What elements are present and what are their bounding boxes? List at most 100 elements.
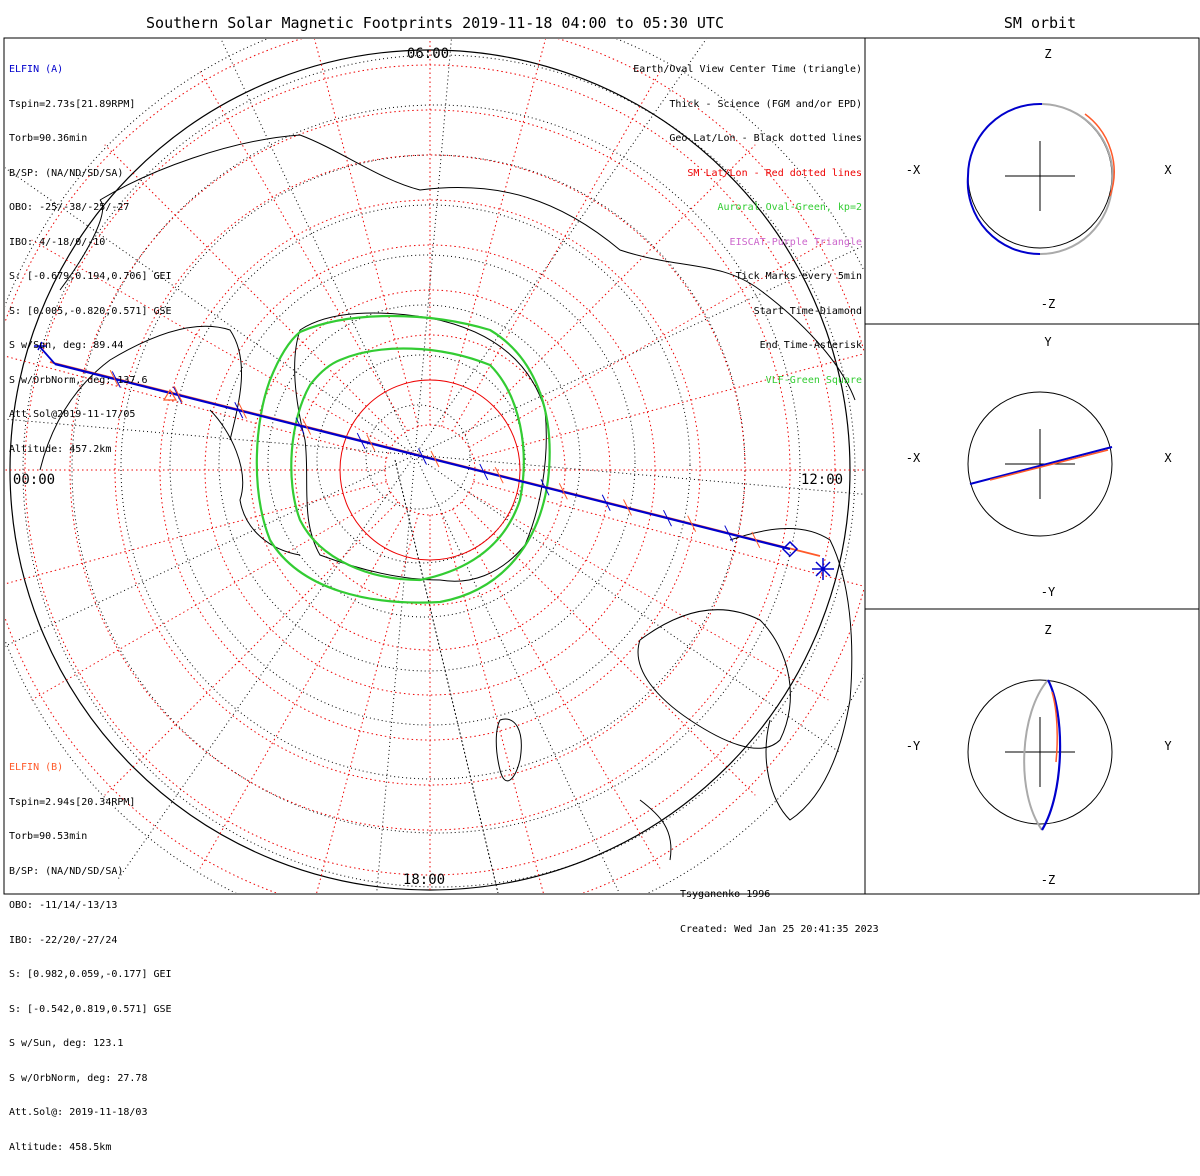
geo-meridian	[394, 459, 499, 893]
elfin-a-line: Torb=90.36min	[9, 133, 88, 144]
geo-lat-ring	[316, 354, 526, 564]
elfin-a-tick	[418, 448, 427, 465]
elfin-b-tick	[687, 515, 697, 532]
geo-lon-line	[414, 39, 707, 456]
polar-map	[5, 39, 864, 893]
geo-lat-ring	[22, 54, 856, 888]
sm-lon-line	[452, 71, 661, 432]
sm-lon-line	[104, 501, 399, 796]
sm-lon-line	[104, 144, 399, 439]
elfin-a-tick	[234, 402, 244, 419]
elfin-a-tick	[356, 432, 366, 450]
geo-lon-line	[414, 454, 842, 754]
axis-label-right: X	[1164, 451, 1172, 465]
orbit-panel-yz-frame	[864, 608, 1200, 895]
end-asterisk	[812, 558, 834, 580]
coastline	[39, 325, 242, 471]
axis-label-bottom: -Z	[1041, 297, 1055, 311]
elfin-b-line: Torb=90.53min	[9, 831, 88, 842]
coastline	[729, 528, 853, 821]
elfin-b-name: ELFIN (B)	[9, 762, 64, 773]
elfin-b-tick	[366, 434, 376, 452]
elfin-a-orbit	[1041, 679, 1062, 831]
sm-lon-line	[441, 513, 544, 893]
legend-item: EISCAT-Purple Triangle	[729, 236, 862, 248]
mlt-label-00: 00:00	[13, 472, 55, 488]
elfin-a-tick	[295, 417, 305, 434]
elfin-a-line: S w/OrbNorm, deg: 137.6	[9, 374, 148, 386]
elfin-b-tick	[173, 386, 183, 403]
geo-lon-line	[414, 454, 864, 495]
axis-label-bottom: -Y	[1041, 585, 1056, 599]
sm-lon-line	[5, 355, 387, 459]
coastline	[495, 718, 522, 782]
axis-label-bottom: -Z	[1041, 873, 1055, 887]
coastlines	[39, 134, 856, 861]
geo-lat-ring	[365, 404, 471, 510]
elfin-a-line: S: [0.005,-0.820,0.571] GSE	[9, 305, 172, 317]
elfin-a-track	[39, 346, 56, 365]
legend-item: Auroral Oval-Green, kp=2	[717, 202, 863, 213]
sm-lon-line	[199, 71, 408, 432]
axis-label-right: Y	[1164, 739, 1172, 753]
auroral-oval	[255, 314, 551, 604]
sm-lon-line	[31, 239, 392, 448]
orbit-panel-xy-frame	[864, 323, 1200, 610]
sm-lon-line	[461, 501, 756, 796]
legend-item: Start Time-Diamond	[753, 305, 862, 317]
geo-lon-line	[220, 39, 416, 456]
axis-label-top: Z	[1044, 47, 1051, 61]
orbit-panel: Z -Z -X X	[906, 47, 1173, 311]
elfin-b-tick	[558, 483, 568, 500]
geo-lat-ring	[218, 254, 636, 672]
elfin-b-orbit	[989, 449, 1109, 481]
elfin-a-tick	[724, 525, 734, 542]
credit: Tsyganenko-1996 Created: Wed Jan 25 20:4…	[680, 866, 879, 958]
elfin-a-line: S: [-0.679,0.194,0.706] GEI	[9, 271, 172, 282]
sm-lon-line	[461, 144, 756, 439]
sm-lon-line	[199, 508, 408, 869]
mlt-label-06: 06:00	[407, 46, 449, 62]
figure-canvas: Southern Solar Magnetic Footprints 2019-…	[3, 14, 1200, 895]
mlt-label-12: 12:00	[801, 472, 843, 488]
elfin-b-line: Att.Sol@: 2019-11-18/03	[9, 1107, 148, 1118]
sm-lon-line	[313, 39, 419, 427]
elfin-a-tick	[663, 509, 672, 527]
elfin-a-tick	[479, 463, 489, 481]
earth-circle	[967, 679, 1113, 825]
coastline	[294, 312, 547, 582]
orbit-panel: Z -Z -Y Y	[906, 623, 1173, 887]
sm-orbit-title: SM orbit	[1004, 14, 1076, 32]
center-triangle	[162, 388, 178, 401]
sm-lon-line	[468, 492, 829, 701]
coastline	[59, 199, 104, 291]
elfin-b-line: IBO: -22/20/-27/24	[9, 934, 118, 946]
footprint-tracks	[34, 341, 834, 580]
elfin-a-line: S w/Sun, deg: 89.44	[9, 340, 124, 351]
elfin-b-orbit-night	[1039, 103, 1114, 256]
coastline	[639, 799, 672, 861]
geo-lon-line	[414, 39, 452, 456]
start-cross	[34, 341, 46, 351]
axis-label-top: Y	[1044, 335, 1052, 349]
geo-lon-line	[116, 454, 416, 882]
geo-lon-line	[5, 167, 416, 456]
elfin-b-info: ELFIN (B) Tspin=2.94s[20.34RPM] Torb=90.…	[9, 739, 172, 1176]
mlt-label-18: 18:00	[403, 872, 445, 888]
geo-lon-line	[5, 454, 416, 647]
elfin-b-tick	[623, 499, 632, 516]
elfin-a-line: Tspin=2.73s[21.89RPM]	[9, 98, 136, 110]
elfin-b-line: S: [0.982,0.059,-0.177] GEI	[9, 969, 172, 980]
legend-item: Earth/Oval View Center Time (triangle)	[633, 64, 862, 75]
elfin-a-orbit	[966, 102, 1043, 256]
legend-item: Tick Marks every 5min	[735, 271, 862, 282]
sm-lon-line	[468, 239, 829, 448]
geo-lat-ring	[120, 154, 746, 780]
elfin-b-line: S: [-0.542,0.819,0.571] GSE	[9, 1003, 172, 1015]
elfin-a-line: OBO: -25/-38/-25/-27	[9, 202, 130, 213]
elfin-a-tick	[111, 371, 121, 388]
elfin-a-tick	[540, 479, 550, 496]
elfin-b-line: Tspin=2.94s[20.34RPM]	[9, 796, 136, 808]
elfin-b-orbit-night	[1023, 679, 1049, 831]
auroral-oval-equatorward	[255, 314, 551, 604]
